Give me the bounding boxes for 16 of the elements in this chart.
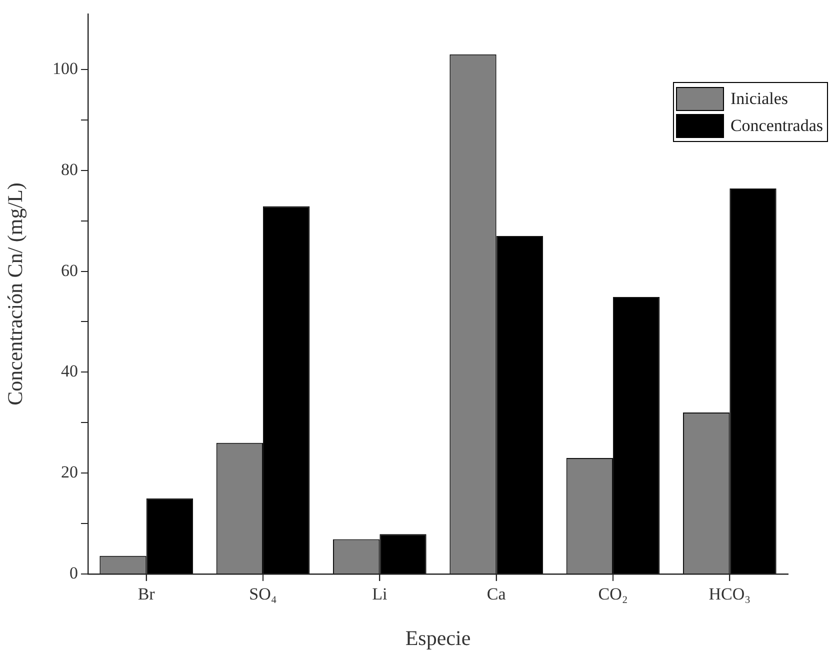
x-tick-label: CO₂ [598, 584, 628, 604]
y-tick-label: 60 [61, 260, 78, 280]
x-tick-label: HCO₃ [708, 584, 751, 604]
x-axis-title: Especie [405, 626, 471, 650]
x-tick-label: SO₄ [249, 584, 277, 604]
y-tick-label: 100 [52, 58, 78, 78]
legend-label: Concentradas [730, 116, 823, 136]
legend-label: Iniciales [730, 88, 788, 108]
y-axis-title: Concentración Cn/ (mg/L) [3, 182, 28, 406]
x-tick-label: Br [138, 584, 156, 604]
x-tick-label: Ca [486, 584, 506, 604]
x-tick-label: Li [372, 584, 388, 604]
y-tick-label: 40 [61, 362, 78, 381]
y-tick-label: 20 [61, 462, 78, 482]
y-tick-label: 0 [70, 563, 78, 582]
y-tick-label: 80 [61, 160, 78, 179]
